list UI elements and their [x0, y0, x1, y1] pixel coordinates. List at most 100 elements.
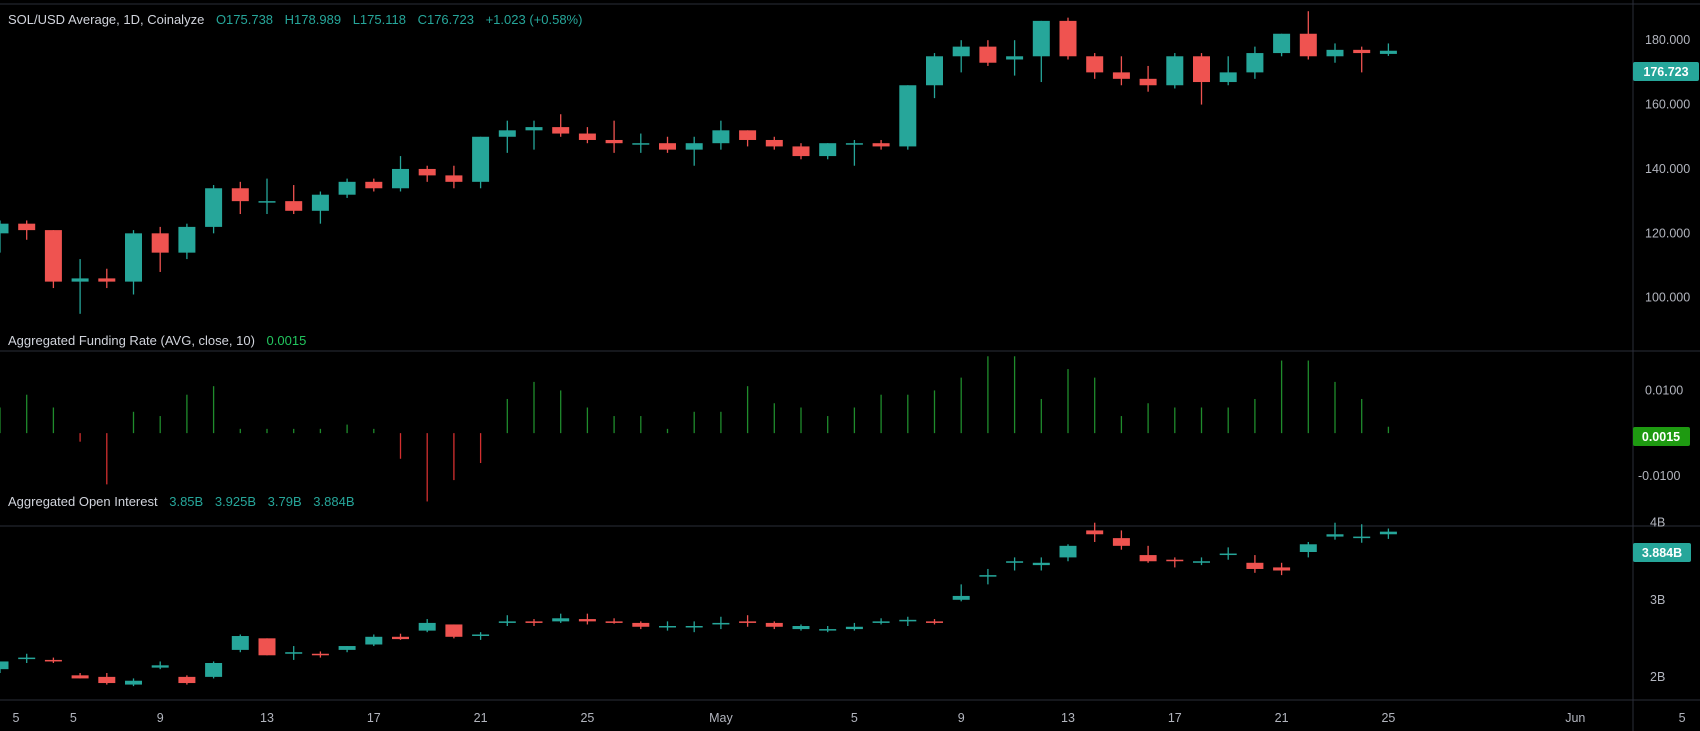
oi-candle-body — [178, 676, 196, 684]
oi-close: 3.884B — [313, 494, 354, 509]
price-candle-body — [979, 46, 997, 63]
oi-candle-body — [1032, 562, 1050, 566]
oi-candle-body — [1006, 561, 1024, 563]
oi-last-tag: 3.884B — [1633, 543, 1691, 562]
price-candle-body — [1273, 33, 1291, 54]
time-axis-tick: 25 — [580, 711, 594, 725]
oi-candle-body — [151, 665, 169, 668]
oi-candle-body — [472, 634, 490, 636]
oi-candle-body — [365, 636, 383, 645]
price-candle-body — [231, 188, 249, 202]
price-axis-tick: 120.000 — [1645, 226, 1690, 240]
price-open: O175.738 — [216, 12, 273, 27]
oi-candle-body — [71, 675, 89, 679]
price-change: +1.023 (+0.58%) — [486, 12, 583, 27]
oi-candle-body — [44, 659, 62, 662]
oi-low: 3.79B — [268, 494, 302, 509]
oi-last-tag-text: 3.884B — [1642, 546, 1682, 560]
funding-last-tag-text: 0.0015 — [1642, 430, 1680, 444]
price-candle-body — [872, 143, 890, 147]
price-candle-body — [0, 223, 9, 234]
oi-candle-body — [1193, 561, 1210, 563]
price-candle-body — [1112, 72, 1130, 79]
oi-candle-body — [632, 622, 650, 627]
price-candle-body — [472, 136, 490, 182]
price-candle-body — [1353, 49, 1371, 54]
price-candle-body — [1219, 72, 1237, 83]
time-axis-tick: 5 — [851, 711, 858, 725]
oi-candle-body — [952, 595, 970, 600]
time-axis-tick: 25 — [1381, 711, 1395, 725]
funding-title: Aggregated Funding Rate (AVG, close, 10) — [8, 333, 255, 348]
oi-candle-body — [231, 636, 249, 650]
price-candle-body — [151, 233, 169, 253]
oi-candle-body — [845, 626, 863, 630]
price-candle-body — [258, 201, 276, 203]
oi-title: Aggregated Open Interest — [8, 494, 158, 509]
price-candle-body — [285, 201, 303, 211]
price-candle-body — [712, 130, 730, 144]
oi-candle-body — [1299, 544, 1317, 552]
price-candle-body — [952, 46, 970, 57]
oi-candle-body — [899, 619, 917, 622]
price-candle-body — [418, 168, 436, 176]
oi-candle-body — [1059, 545, 1077, 558]
price-axis-tick: 140.000 — [1645, 162, 1690, 176]
time-axis-tick: Jun — [1565, 711, 1585, 725]
oi-candle-body — [18, 657, 36, 660]
price-last-tag: 176.723 — [1633, 62, 1699, 81]
price-high: H178.989 — [285, 12, 341, 27]
price-candle-body — [525, 127, 543, 131]
oi-axis-tick: 4B — [1650, 516, 1665, 530]
price-candle-body — [1299, 33, 1317, 57]
price-axis-tick: 160.000 — [1645, 98, 1690, 112]
price-candle-body — [311, 194, 329, 211]
price-candle-body — [605, 139, 623, 144]
price-candle-body — [98, 278, 116, 282]
time-axis-tick: 17 — [1168, 711, 1182, 725]
price-candle-body — [819, 143, 837, 157]
price-candle-body — [392, 168, 409, 189]
price-candle-body — [1032, 20, 1050, 57]
oi-candle-body — [1086, 530, 1104, 535]
oi-candle-body — [1246, 562, 1264, 569]
time-axis-tick: 17 — [367, 711, 381, 725]
oi-candle-body — [578, 619, 596, 622]
oi-candle-body — [445, 624, 463, 637]
oi-candle-body — [392, 636, 409, 640]
price-axis-tick: 180.000 — [1645, 33, 1690, 47]
price-candle-body — [498, 130, 516, 137]
oi-candle-body — [525, 621, 543, 623]
oi-open: 3.85B — [169, 494, 203, 509]
price-low: L175.118 — [353, 12, 406, 27]
price-title: SOL/USD Average, 1D, Coinalyze — [8, 12, 204, 27]
time-axis-tick: 9 — [157, 711, 164, 725]
oi-candle-body — [1112, 538, 1130, 546]
oi-candle-body — [792, 626, 810, 630]
time-axis-tick: 13 — [260, 711, 274, 725]
price-last-tag-text: 176.723 — [1643, 65, 1688, 79]
price-axis-tick: 100.000 — [1645, 291, 1690, 305]
oi-candle-body — [872, 621, 890, 623]
funding-bars — [0, 356, 1390, 502]
oi-candle-body — [98, 676, 116, 684]
funding-axis-tick: -0.0100 — [1638, 469, 1680, 483]
price-candle-body — [792, 146, 810, 157]
price-candle-body — [1059, 20, 1077, 57]
price-candle-body — [1246, 53, 1264, 73]
oi-candle-body — [1219, 553, 1237, 556]
time-axis-tick: 5 — [1679, 711, 1686, 725]
price-candle-body — [1139, 78, 1157, 86]
price-candle-body — [765, 139, 783, 147]
oi-candle-body — [712, 622, 730, 625]
price-candle-body — [71, 278, 89, 282]
oi-candle-body — [1273, 567, 1291, 571]
price-candle-body — [578, 133, 596, 140]
price-candle-body — [659, 143, 676, 150]
oi-candle-body — [605, 621, 623, 623]
price-close: C176.723 — [418, 12, 474, 27]
price-candle-body — [1166, 56, 1184, 86]
oi-candle-body — [258, 638, 276, 656]
